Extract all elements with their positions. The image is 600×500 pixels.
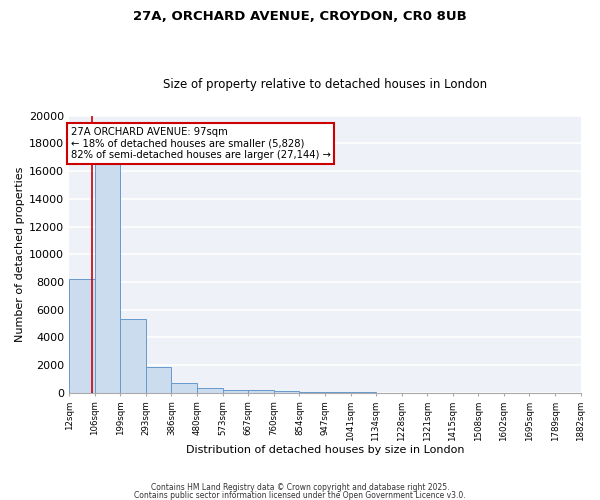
Bar [223, 390, 248, 393]
Bar [172, 383, 197, 393]
Text: 27A ORCHARD AVENUE: 97sqm
← 18% of detached houses are smaller (5,828)
82% of se: 27A ORCHARD AVENUE: 97sqm ← 18% of detac… [71, 127, 331, 160]
Text: Contains HM Land Registry data © Crown copyright and database right 2025.: Contains HM Land Registry data © Crown c… [151, 484, 449, 492]
Bar [146, 367, 172, 393]
X-axis label: Distribution of detached houses by size in London: Distribution of detached houses by size … [185, 445, 464, 455]
Title: Size of property relative to detached houses in London: Size of property relative to detached ho… [163, 78, 487, 91]
Bar [325, 392, 350, 393]
Text: 27A, ORCHARD AVENUE, CROYDON, CR0 8UB: 27A, ORCHARD AVENUE, CROYDON, CR0 8UB [133, 10, 467, 23]
Bar [120, 318, 146, 393]
Bar [69, 279, 95, 393]
Bar [95, 162, 120, 393]
Bar [299, 392, 325, 393]
Y-axis label: Number of detached properties: Number of detached properties [15, 166, 25, 342]
Bar [197, 388, 223, 393]
Bar [248, 390, 274, 393]
Bar [274, 391, 299, 393]
Text: Contains public sector information licensed under the Open Government Licence v3: Contains public sector information licen… [134, 490, 466, 500]
